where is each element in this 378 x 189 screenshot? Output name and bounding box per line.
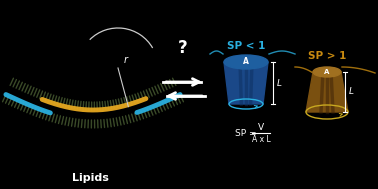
Text: SP =: SP =: [235, 129, 257, 138]
Ellipse shape: [224, 55, 268, 69]
Text: SP < 1: SP < 1: [227, 41, 265, 51]
Text: SP > 1: SP > 1: [308, 51, 346, 61]
Text: V: V: [258, 123, 264, 132]
Text: A: A: [243, 57, 249, 67]
Text: Lipids: Lipids: [71, 173, 108, 183]
Text: L: L: [349, 88, 354, 97]
Text: r: r: [124, 55, 128, 65]
Ellipse shape: [313, 67, 341, 77]
Text: A x L: A x L: [252, 135, 270, 143]
Text: L: L: [277, 78, 282, 88]
Text: A: A: [324, 69, 330, 75]
Text: ?: ?: [178, 39, 188, 57]
Polygon shape: [306, 72, 348, 112]
Polygon shape: [224, 62, 268, 104]
